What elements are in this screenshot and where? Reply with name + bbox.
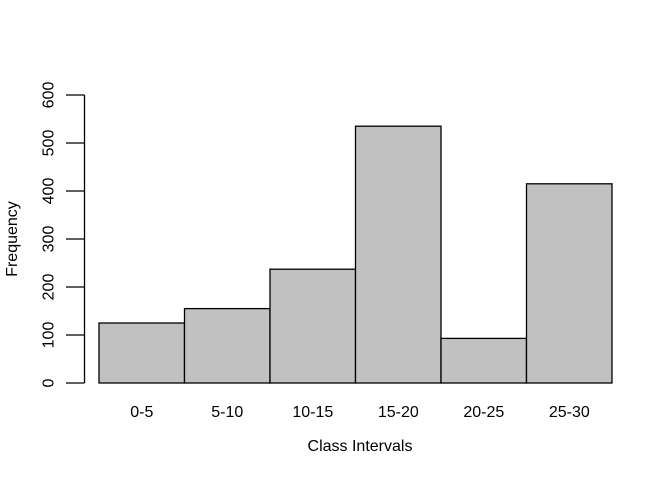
y-tick-label: 600 bbox=[41, 82, 58, 109]
y-tick-label: 300 bbox=[41, 226, 58, 253]
x-tick-label: 0-5 bbox=[130, 404, 153, 421]
histogram-bar bbox=[354, 125, 442, 384]
x-axis-labels: 0-5 5-10 10-15 15-20 20-25 25-30 bbox=[130, 404, 590, 421]
x-tick-label: 10-15 bbox=[292, 404, 333, 421]
y-tick-label: 500 bbox=[41, 130, 58, 157]
bars-group bbox=[98, 125, 613, 384]
histogram-bar bbox=[183, 307, 271, 384]
histogram-bar bbox=[269, 268, 357, 384]
x-axis-title: Class Intervals bbox=[308, 438, 413, 455]
y-tick-label: 100 bbox=[41, 322, 58, 349]
x-tick-label: 5-10 bbox=[211, 404, 243, 421]
x-tick-label: 20-25 bbox=[463, 404, 504, 421]
histogram-bar bbox=[525, 183, 613, 384]
y-tick-label: 0 bbox=[41, 378, 58, 387]
y-axis: 0 100 200 300 400 500 600 bbox=[41, 82, 86, 387]
y-tick-label: 200 bbox=[41, 274, 58, 301]
x-tick-label: 15-20 bbox=[378, 404, 419, 421]
histogram-bar bbox=[98, 322, 186, 384]
x-tick-label: 25-30 bbox=[549, 404, 590, 421]
y-tick-label: 400 bbox=[41, 178, 58, 205]
y-axis-title: Frequency bbox=[4, 201, 21, 277]
histogram-bar bbox=[440, 337, 528, 384]
